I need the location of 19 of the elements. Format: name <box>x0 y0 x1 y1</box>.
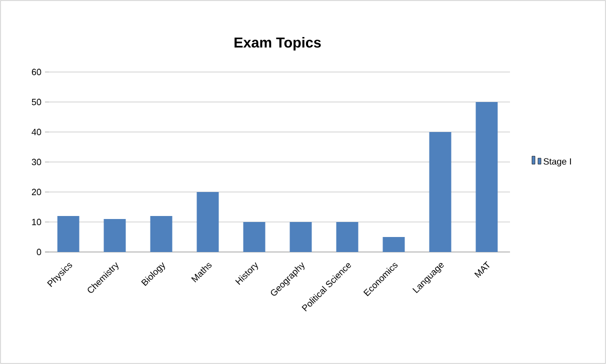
bar <box>196 192 219 252</box>
y-tick-label: 0 <box>36 248 42 256</box>
y-tick-label: 40 <box>32 128 42 136</box>
bar <box>429 132 452 252</box>
bar <box>290 222 312 252</box>
bar <box>104 218 126 252</box>
y-tick-label: 50 <box>32 98 42 106</box>
chart-title: Exam Topics <box>234 37 321 50</box>
bar <box>336 222 358 252</box>
bar <box>382 236 405 252</box>
bar <box>243 222 266 252</box>
legend-label: Stage I <box>544 158 571 166</box>
y-tick-label: 10 <box>32 218 42 226</box>
y-tick-label: 60 <box>32 68 42 76</box>
y-tick-label: 20 <box>32 188 42 196</box>
bar <box>476 102 498 252</box>
bar <box>57 216 80 252</box>
y-tick-label: 30 <box>32 158 42 166</box>
bar <box>150 216 172 252</box>
